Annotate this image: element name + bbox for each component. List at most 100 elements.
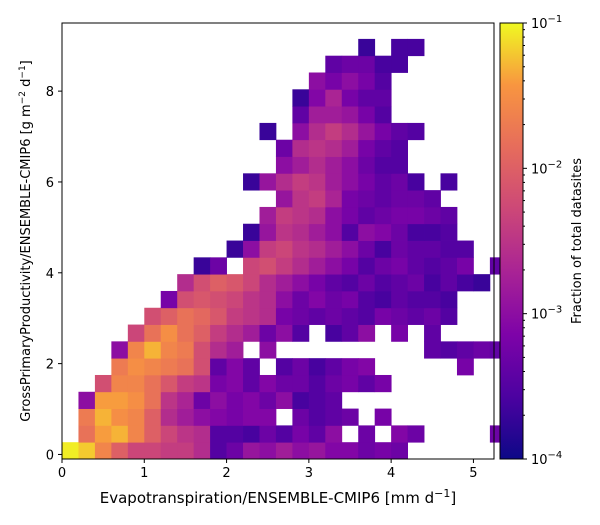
heatmap-cell: [160, 391, 178, 409]
heatmap-cell: [243, 442, 260, 460]
heatmap-cell: [374, 290, 392, 309]
heatmap-cell: [358, 139, 376, 157]
heatmap-cell: [226, 341, 244, 359]
heatmap-cell: [259, 307, 277, 325]
heatmap-cell: [391, 425, 408, 443]
heatmap-cell: [111, 341, 129, 359]
heatmap-cell: [275, 274, 293, 292]
heatmap-cell: [308, 358, 326, 376]
heatmap-cell: [325, 206, 343, 225]
heatmap-cell: [424, 324, 441, 342]
heatmap-cell: [341, 358, 359, 376]
heatmap-cell: [210, 374, 227, 393]
heatmap-cell: [127, 391, 145, 409]
heatmap-cell: [325, 391, 343, 409]
heatmap-cell: [391, 156, 408, 174]
heatmap-cell: [407, 206, 425, 225]
heatmap-cell: [308, 257, 326, 275]
heatmap-cell: [177, 425, 195, 443]
heatmap-cell: [424, 341, 441, 359]
heatmap-cell: [341, 374, 359, 393]
heatmap-cell: [407, 38, 425, 57]
heatmap-cell: [374, 190, 392, 208]
heatmap-cell: [259, 324, 277, 342]
heatmap-cell: [308, 425, 326, 443]
heatmap-cell: [275, 156, 293, 174]
heatmap-cell: [391, 139, 408, 157]
heatmap-cell: [308, 391, 326, 409]
heatmap-cell: [226, 374, 244, 393]
heatmap-cell: [407, 290, 425, 309]
heatmap-cell: [177, 358, 195, 376]
heatmap-cell: [308, 139, 326, 157]
heatmap-cell: [243, 173, 260, 191]
heatmap-cell: [407, 122, 425, 141]
heatmap-cell: [308, 173, 326, 191]
heatmap-cell: [243, 257, 260, 275]
heatmap-cell: [292, 106, 310, 124]
heatmap-cell: [308, 240, 326, 258]
heatmap-cell: [424, 307, 441, 325]
heatmap-cell: [243, 391, 260, 409]
heatmap-cell: [407, 425, 425, 443]
heatmap-cell: [341, 442, 359, 460]
heatmap-cell: [308, 190, 326, 208]
heatmap-cell: [407, 307, 425, 325]
heatmap-cell: [259, 341, 277, 359]
heatmap-cell: [440, 206, 458, 225]
heatmap-cell: [308, 206, 326, 225]
heatmap-cell: [358, 274, 376, 292]
heatmap-cell: [440, 274, 458, 292]
heatmap-cell: [292, 442, 310, 460]
heatmap-cell: [210, 391, 227, 409]
heatmap-cell: [243, 274, 260, 292]
heatmap-cell: [308, 307, 326, 325]
heatmap-cell: [325, 358, 343, 376]
heatmap-cell: [259, 257, 277, 275]
heatmap-cell: [341, 139, 359, 157]
heatmap-cell: [292, 425, 310, 443]
heatmap-cell: [259, 240, 277, 258]
heatmap-cell: [407, 173, 425, 191]
heatmap-cell: [341, 206, 359, 225]
colorbar-tick-label: 10−1: [531, 14, 562, 32]
heatmap-cell: [144, 374, 162, 393]
heatmap-cell: [144, 425, 162, 443]
heatmap-cell: [144, 442, 162, 460]
heatmap-cell: [160, 442, 178, 460]
heatmap-cell: [325, 290, 343, 309]
heatmap-cell: [391, 274, 408, 292]
heatmap-cell: [374, 206, 392, 225]
heatmap-cell: [226, 391, 244, 409]
heatmap-cell: [226, 290, 244, 309]
heatmap-cell: [374, 223, 392, 241]
heatmap-cell: [325, 106, 343, 124]
heatmap-cell: [78, 442, 96, 460]
heatmap-cell: [292, 307, 310, 325]
heatmap-cell: [111, 374, 129, 393]
heatmap-cell: [111, 391, 129, 409]
heatmap-cell: [94, 425, 112, 443]
heatmap-cell: [325, 240, 343, 258]
heatmap-cell: [374, 55, 392, 73]
y-tick-label: 0: [46, 448, 54, 463]
heatmap-cell: [391, 223, 408, 241]
heatmap-cell: [325, 55, 343, 73]
heatmap-cell: [259, 223, 277, 241]
heatmap-cell: [292, 391, 310, 409]
heatmap-cell: [358, 156, 376, 174]
heatmap-cell: [325, 72, 343, 90]
heatmap-cell: [341, 223, 359, 241]
heatmap-cell: [259, 374, 277, 393]
heatmap-cell: [226, 240, 244, 258]
heatmap-cell: [78, 425, 96, 443]
heatmap-cell: [358, 122, 376, 141]
heatmap-cell: [374, 139, 392, 157]
heatmap-cell: [210, 307, 227, 325]
heatmap-cell: [226, 274, 244, 292]
heatmap-cell: [341, 173, 359, 191]
heatmap-cell: [193, 257, 211, 275]
heatmap-cell: [259, 122, 277, 141]
heatmap-cell: [193, 324, 211, 342]
